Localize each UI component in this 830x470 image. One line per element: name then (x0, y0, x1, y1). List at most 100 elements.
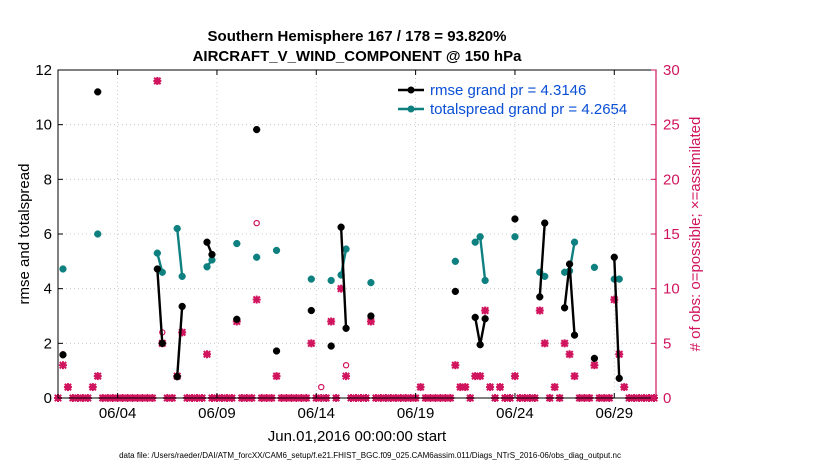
rmse-point (590, 354, 599, 363)
y-right-tick-label: 20 (663, 171, 680, 188)
rmse-line-segment (176, 306, 184, 377)
y-right-tick-label: 10 (663, 281, 680, 298)
y-tick-label: 0 (44, 390, 52, 407)
rmse-point (565, 260, 574, 268)
y-tick-label: 2 (44, 335, 52, 352)
spread-point (367, 279, 375, 287)
x-tick-label: 06/29 (596, 405, 634, 422)
obs-assimilated-marker (590, 361, 599, 370)
rmse-point (337, 223, 345, 231)
obs-assimilated-marker (535, 306, 544, 315)
x-tick-label: 06/24 (496, 405, 534, 422)
x-axis-label: Jun.01,2016 00:00:00 start (268, 428, 447, 445)
rmse-point (342, 324, 350, 332)
y-axis-right: 0 5 10 15 20 25 30 (651, 62, 680, 407)
x-tick-label: 06/19 (397, 405, 435, 422)
y-tick-label: 10 (35, 117, 52, 134)
plot-area (58, 70, 656, 398)
rmse-point (570, 331, 579, 339)
spread-line-segment (176, 228, 184, 277)
rmse-point (367, 312, 375, 320)
rmse-point (610, 253, 618, 261)
spread-point (476, 233, 484, 241)
legend-rmse-label: rmse grand pr = 4.3146 (430, 82, 586, 99)
x-tick-label: 06/09 (198, 405, 236, 422)
rmse-point (476, 341, 484, 349)
obs-assimilated-marker (476, 372, 485, 381)
legend-spread-marker (407, 105, 415, 113)
obs-assimilated-marker (327, 317, 336, 326)
spread-point (272, 246, 281, 255)
y-right-tick-label: 30 (663, 62, 680, 79)
y-right-tick-label: 5 (663, 335, 671, 352)
obs-assimilated-marker (153, 76, 162, 85)
footnote: data file: /Users/raeder/DAI/ATM_forcXX/… (119, 451, 621, 460)
obs-assimilated-marker (510, 372, 519, 381)
rmse-point (178, 302, 186, 311)
y-right-tick-label: 25 (663, 117, 680, 134)
y-axis-left: 0 2 4 6 8 10 12 (35, 62, 63, 407)
legend: rmse grand pr = 4.3146 totalspread grand… (398, 82, 627, 118)
legend-rmse-marker (407, 86, 415, 94)
rmse-point (307, 306, 315, 315)
x-axis: 06/04 06/09 06/14 06/19 06/24 06/29 (99, 70, 633, 422)
rmse-point (272, 347, 281, 355)
spread-point (253, 253, 261, 261)
y-axis-label: rmse and totalspread (16, 164, 33, 305)
rmse-line-segment (156, 268, 164, 344)
spread-point (570, 238, 579, 246)
spread-point (342, 245, 350, 253)
spread-point (203, 263, 211, 271)
obs-assimilated-marker (620, 383, 629, 392)
obs-assimilated-marker (481, 306, 490, 315)
spread-point (233, 239, 241, 248)
rmse-point (59, 351, 67, 359)
chart-title: Southern Hemisphere 167 / 178 = 93.820% (208, 28, 507, 45)
obs-assimilated-marker (486, 383, 495, 392)
obs-assimilated-marker (540, 339, 549, 348)
spread-point (94, 230, 102, 238)
rmse-point (253, 125, 261, 134)
y-tick-label: 6 (44, 226, 52, 243)
spread-point (173, 224, 181, 233)
rmse-point (327, 342, 335, 350)
obs-assimilated-marker (63, 383, 72, 392)
y-tick-label: 4 (44, 281, 52, 298)
obs-assimilated-marker (88, 383, 97, 392)
spread-point (59, 265, 67, 273)
series-layer (59, 88, 623, 382)
rmse-point (481, 315, 489, 323)
rmse-line-segment (538, 222, 546, 297)
obs-possible-marker (318, 383, 325, 391)
rmse-line-segment (339, 227, 348, 329)
y-right-tick-label: 0 (663, 390, 671, 407)
obs-assimilated-marker (58, 361, 67, 370)
spread-point (327, 276, 335, 285)
spread-point (481, 276, 489, 285)
spread-point (615, 275, 623, 283)
rmse-point (451, 287, 459, 296)
rmse-point (471, 313, 479, 322)
legend-spread-label: totalspread grand pr = 4.2654 (430, 101, 627, 118)
obs-assimilated-marker (565, 350, 574, 359)
obs-assimilated-marker (307, 339, 316, 348)
rmse-point (158, 339, 166, 347)
obs-assimilated-marker (451, 361, 460, 370)
rmse-point (536, 293, 544, 301)
x-tick-label: 06/04 (99, 405, 137, 422)
y-tick-label: 12 (35, 62, 52, 79)
y-tick-label: 8 (44, 171, 52, 188)
y-axis-right-label: # of obs: o=possible; ×=assimilated (687, 117, 704, 352)
rmse-point (233, 315, 241, 323)
rmse-point (541, 219, 549, 227)
rmse-point (560, 304, 569, 312)
obs-possible-marker (342, 362, 350, 369)
obs-assimilated-marker (570, 372, 579, 381)
obs-assimilated-marker (496, 383, 505, 392)
obs-assimilated-marker (203, 350, 212, 359)
spread-point (511, 233, 519, 241)
obs-assimilated-marker (342, 372, 351, 381)
spread-point (307, 275, 315, 283)
rmse-point (173, 373, 181, 381)
